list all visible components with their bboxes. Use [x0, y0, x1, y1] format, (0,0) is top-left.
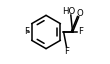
- Text: F: F: [64, 47, 69, 56]
- Text: F: F: [24, 28, 29, 36]
- Text: F: F: [78, 28, 83, 36]
- Text: HO: HO: [62, 7, 75, 16]
- Text: O: O: [77, 9, 84, 18]
